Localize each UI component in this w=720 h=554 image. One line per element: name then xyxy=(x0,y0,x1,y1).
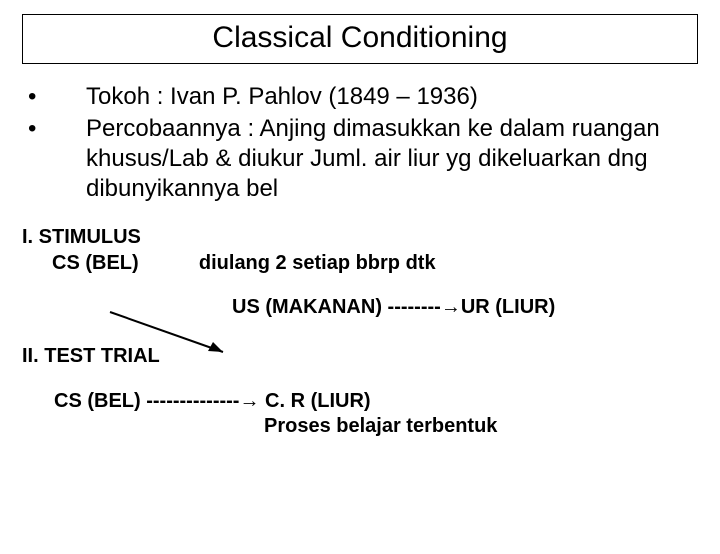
us-line: US (MAKANAN) --------→UR (LIUR) xyxy=(232,296,720,319)
bullet-marker: • xyxy=(22,82,86,112)
stimulus-row: I. STIMULUS CS (BEL) diulang 2 setiap bb… xyxy=(0,224,720,276)
proses-line: Proses belajar terbentuk xyxy=(264,415,720,438)
stimulus-heading: I. STIMULUS xyxy=(22,224,141,250)
bullet-item: • Percobaannya : Anjing dimasukkan ke da… xyxy=(22,114,698,204)
bullet-list: • Tokoh : Ivan P. Pahlov (1849 – 1936) •… xyxy=(22,82,698,204)
test-cs-line: CS (BEL) --------------→ C. R (LIUR) xyxy=(54,390,720,413)
bullet-text: Percobaannya : Anjing dimasukkan ke dala… xyxy=(86,114,698,204)
stimulus-left: I. STIMULUS CS (BEL) xyxy=(22,224,141,276)
stimulus-repeat: diulang 2 setiap bbrp dtk xyxy=(199,224,436,276)
bullet-item: • Tokoh : Ivan P. Pahlov (1849 – 1936) xyxy=(22,82,698,112)
bullet-marker: • xyxy=(22,114,86,144)
section-stimulus: I. STIMULUS CS (BEL) diulang 2 setiap bb… xyxy=(0,224,720,319)
title-box: Classical Conditioning xyxy=(22,14,698,64)
slide-title: Classical Conditioning xyxy=(23,21,697,55)
bullet-text: Tokoh : Ivan P. Pahlov (1849 – 1936) xyxy=(86,82,698,112)
stimulus-cs: CS (BEL) xyxy=(22,250,141,276)
section-test-trial: II. TEST TRIAL xyxy=(22,345,720,368)
